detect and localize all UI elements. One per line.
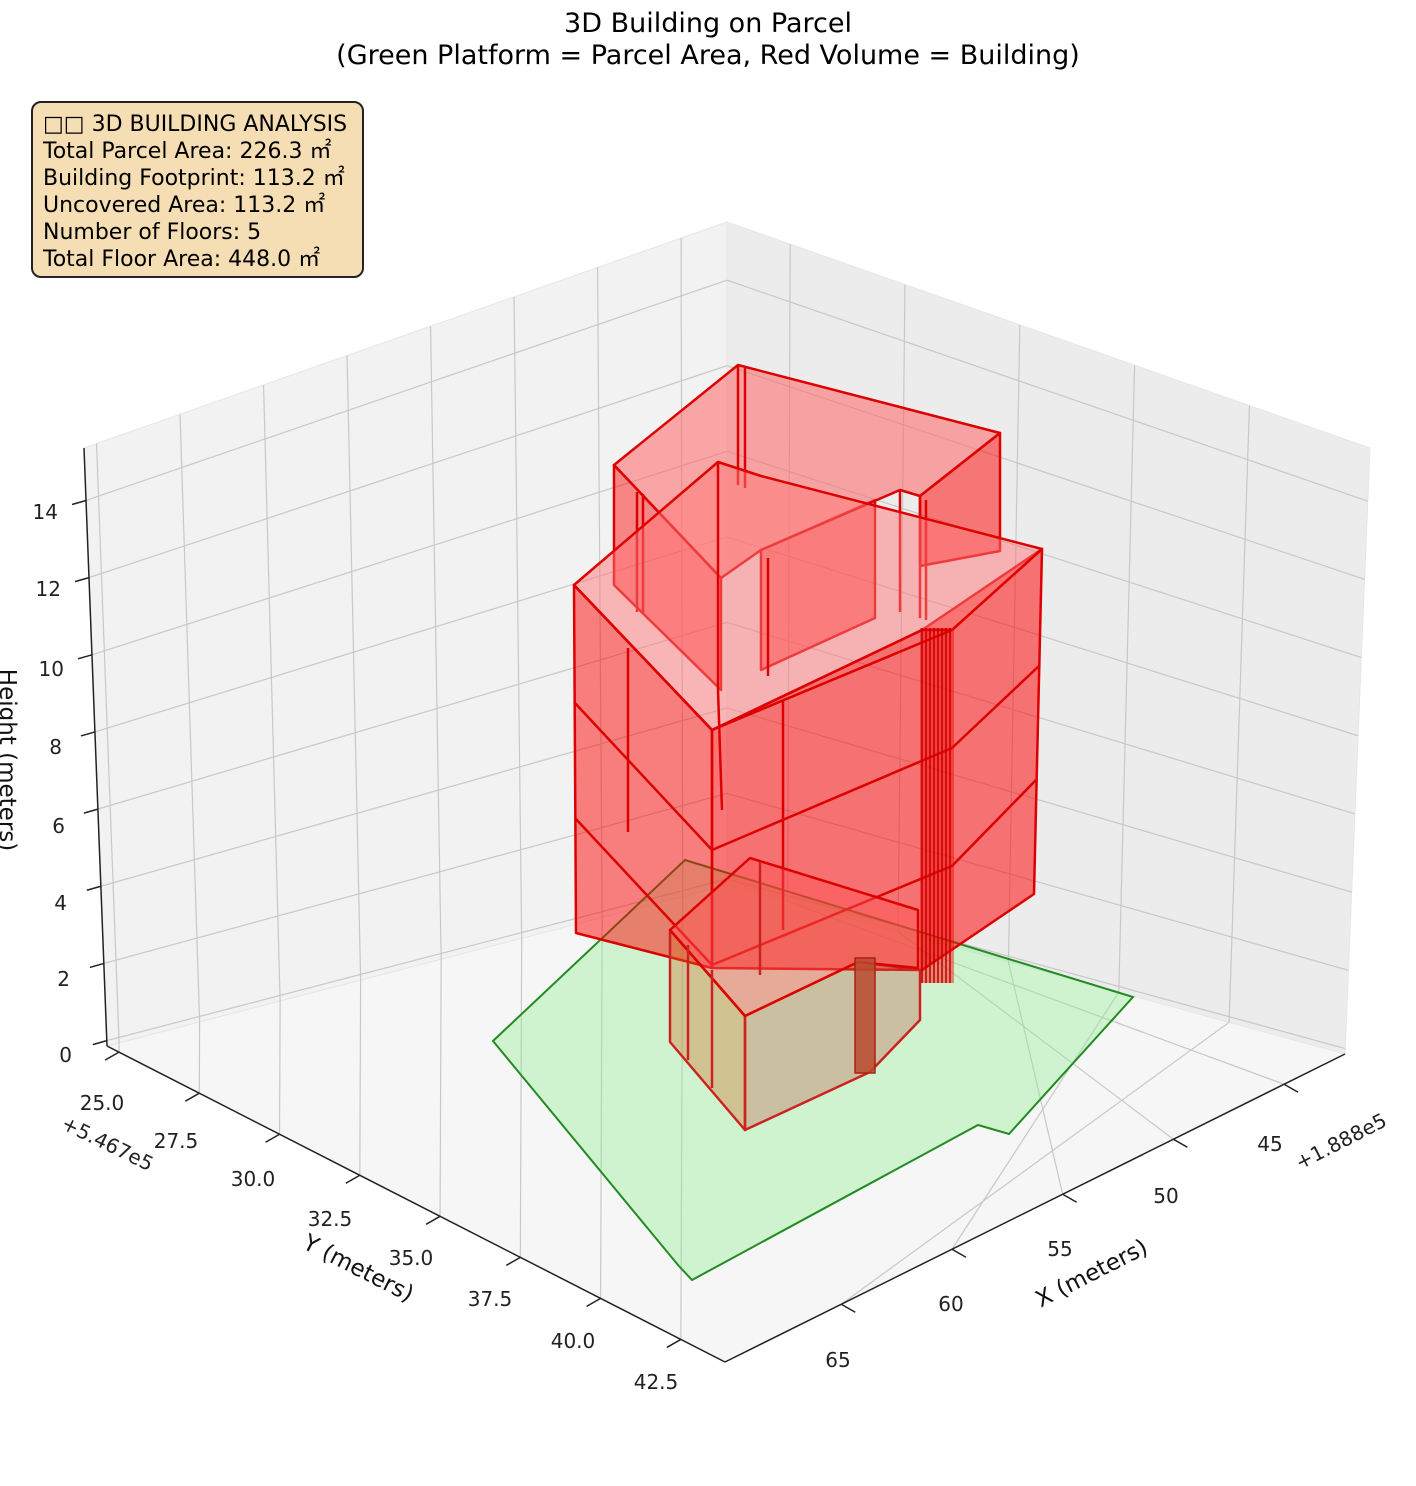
x-tick-label: 55	[1047, 1237, 1072, 1261]
x-grid-line	[1118, 365, 1136, 993]
lower-core-cylinder	[854, 957, 876, 1074]
z-grid-line	[88, 365, 728, 579]
x-tick-label: 65	[825, 1348, 850, 1372]
info-line-parcel-area: Total Parcel Area: 226.3 ㎡	[43, 139, 332, 164]
x-grid-line	[951, 991, 1120, 1250]
z-tick-mark	[83, 808, 99, 814]
y-grid-line	[513, 296, 523, 939]
y-grid-line	[346, 355, 362, 981]
z-grid-line	[103, 792, 728, 965]
lower-roof	[668, 856, 920, 1018]
z-tick-label: 12	[36, 577, 61, 601]
z-grid-line	[726, 279, 1369, 502]
z-tick-label: 0	[59, 1043, 72, 1067]
z-grid-line	[85, 279, 728, 502]
y-tick-mark	[184, 1092, 200, 1102]
y-axis-line	[106, 1045, 726, 1363]
y-grid-line	[359, 980, 362, 1176]
x-tick-mark	[1062, 1193, 1078, 1203]
z-tick-label: 4	[54, 891, 67, 915]
x-grid-line	[897, 931, 1174, 1140]
x-tick-labels: 45 50 55 60 65	[825, 1132, 1282, 1372]
z-axis-line	[83, 447, 108, 1047]
y-offset-label: +5.467e5	[58, 1111, 158, 1176]
x-tick-label: 45	[1257, 1132, 1282, 1156]
y-tick-mark	[505, 1256, 521, 1267]
z-tick-label: 14	[33, 500, 58, 524]
y-tick-label: 30.0	[231, 1167, 276, 1191]
floor-line-1	[573, 548, 1043, 732]
x-tick-label: 60	[938, 1292, 963, 1316]
z-grid-line	[106, 878, 728, 1042]
info-line-footprint: Building Footprint: 113.2 ㎡	[43, 166, 345, 191]
y-tick-mark	[265, 1133, 280, 1143]
y-grid-line	[278, 1001, 281, 1135]
x-tick-label: 50	[1153, 1184, 1178, 1208]
z-tick-label: 10	[39, 657, 64, 681]
y-tick-label: 32.5	[308, 1207, 353, 1231]
y-tick-label: 27.5	[154, 1129, 199, 1153]
z-tick-labels: 0 2 4 6 8 10 12 14	[33, 500, 72, 1067]
y-tick-mark	[586, 1297, 601, 1308]
x-tick-mark	[840, 1303, 856, 1313]
chart-title-block: 3D Building on Parcel (Green Platform = …	[0, 8, 1416, 72]
y-tick-mark	[666, 1338, 682, 1349]
tick-marks	[71, 499, 1299, 1349]
info-line-floor-area: Total Floor Area: 448.0 ㎡	[43, 247, 321, 272]
z-tick-mark	[80, 731, 96, 737]
axes	[83, 447, 1346, 1363]
y-grid-line	[429, 326, 442, 960]
info-heading: □□ 3D BUILDING ANALYSIS	[43, 112, 348, 137]
floor-line-4	[716, 462, 724, 811]
x-tick-mark	[951, 1248, 967, 1258]
z-grid-line	[100, 707, 728, 887]
z-tick-mark	[92, 1039, 107, 1046]
z-tick-mark	[71, 499, 87, 506]
y-grid-line	[439, 959, 442, 1217]
floor-line-3	[574, 779, 1037, 967]
x-grid-line	[840, 1021, 1230, 1305]
y-grid-line	[262, 384, 281, 1002]
z-tick-mark	[86, 885, 102, 891]
info-line-uncovered: Uncovered Area: 113.2 ㎡	[43, 193, 326, 218]
z-tick-mark	[89, 962, 105, 969]
x-tick-mark	[1173, 1138, 1188, 1148]
x-grid-line	[1228, 405, 1251, 1023]
core-cylinder-fill	[920, 628, 954, 983]
y-grid-line	[599, 917, 603, 1299]
y-tick-mark	[345, 1174, 361, 1184]
chart-subtitle: (Green Platform = Parcel Area, Red Volum…	[336, 40, 1080, 71]
z-tick-label: 6	[52, 814, 65, 838]
chart-title: 3D Building on Parcel	[564, 8, 852, 39]
z-axis-label: Height (meters)	[0, 669, 20, 851]
y-tick-label: 35.0	[389, 1246, 434, 1270]
z-grid-line	[97, 621, 728, 810]
y-tick-labels: 25.0 27.5 30.0 32.5 35.0 37.5 40.0 42.5	[80, 1091, 679, 1394]
y-tick-label: 37.5	[468, 1287, 513, 1311]
x-offset-label: +1.888e5	[1291, 1108, 1390, 1174]
y-tick-label: 25.0	[80, 1091, 125, 1115]
z-tick-mark	[74, 576, 90, 583]
z-tick-label: 8	[49, 735, 62, 759]
y-tick-mark	[104, 1051, 120, 1061]
y-grid-line	[179, 414, 201, 1022]
z-grid-line	[91, 450, 728, 656]
z-tick-label: 2	[57, 967, 70, 991]
core-cylinder	[920, 628, 954, 983]
z-tick-mark	[77, 654, 93, 660]
x-grid-line	[1007, 961, 1064, 1195]
y-tick-mark	[425, 1215, 441, 1225]
x-tick-mark	[1283, 1083, 1299, 1093]
y-grid-line	[680, 896, 684, 1340]
y-tick-label: 40.0	[551, 1329, 596, 1353]
x-axis-line	[724, 1053, 1346, 1363]
y-tick-label: 42.5	[634, 1370, 679, 1394]
building-volume	[572, 363, 1044, 1132]
y-grid-line	[519, 938, 523, 1258]
floor-line-2	[573, 664, 1041, 852]
y-grid-line	[95, 443, 120, 1043]
analysis-info-box: □□ 3D BUILDING ANALYSIS Total Parcel Are…	[31, 101, 364, 278]
info-line-floors: Number of Floors: 5	[43, 220, 262, 245]
